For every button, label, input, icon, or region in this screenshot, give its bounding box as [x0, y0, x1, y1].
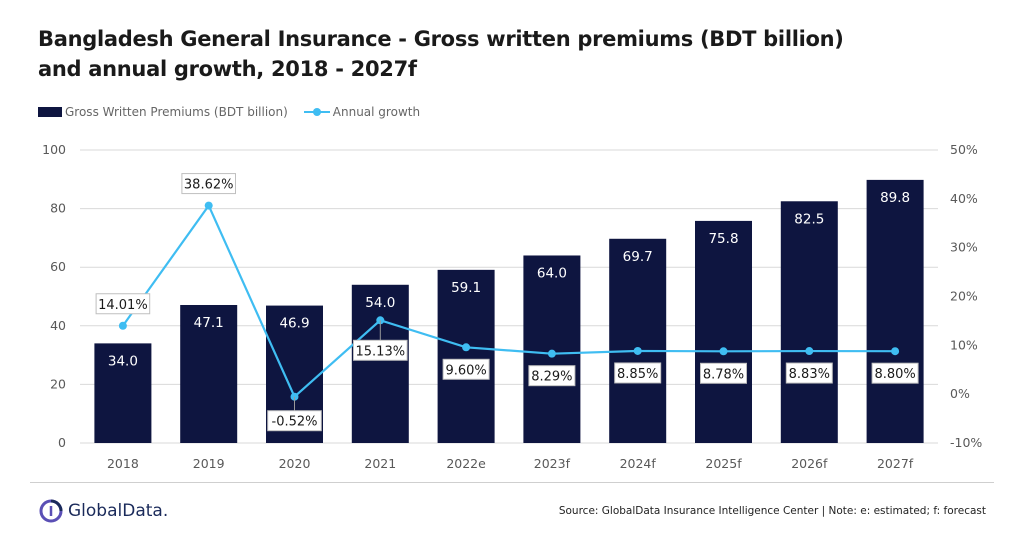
x-tick-label: 2024f [620, 456, 657, 471]
chart-title-line-1: Bangladesh General Insurance - Gross wri… [38, 27, 844, 51]
source-note: Source: GlobalData Insurance Intelligenc… [558, 505, 986, 517]
y-right-tick-label: 10% [950, 337, 978, 352]
growth-data-label: 15.13% [356, 344, 406, 359]
x-tick-label: 2021 [364, 456, 396, 471]
bar-data-label: 75.8 [708, 231, 738, 247]
growth-data-label: 8.80% [874, 367, 915, 382]
bar [780, 201, 838, 443]
growth-data-label: 8.83% [789, 367, 830, 382]
y-left-tick-label: 0 [58, 435, 66, 450]
growth-label-box [700, 362, 747, 384]
bar [180, 304, 238, 443]
growth-label-box [442, 358, 490, 380]
growth-label-box [353, 339, 408, 361]
y-right-tick-label: 50% [950, 142, 978, 157]
bar-data-label: 46.9 [279, 316, 309, 332]
y-left-tick-label: 100 [42, 142, 66, 157]
logo-text: GlobalData. [68, 501, 169, 521]
chart-title-line-2: and annual growth, 2018 - 2027f [38, 57, 417, 81]
bar-data-label: 69.7 [623, 249, 653, 265]
growth-label-box [614, 362, 662, 384]
growth-point [118, 321, 127, 330]
growth-label-box [95, 293, 151, 315]
x-tick-label: 2026f [791, 456, 828, 471]
bar [523, 255, 581, 443]
growth-point [547, 349, 556, 358]
legend-bar-swatch [38, 107, 62, 117]
bar-data-label: 59.1 [451, 280, 481, 296]
x-tick-label: 2020 [279, 456, 311, 471]
footer-divider [30, 482, 994, 483]
bar [609, 238, 667, 443]
globaldata-logo: GlobalData. [38, 498, 168, 524]
x-tick-label: 2022e [446, 456, 486, 471]
growth-data-label: 8.85% [617, 367, 658, 382]
growth-data-label: -0.52% [272, 415, 318, 430]
x-tick-label: 2027f [877, 456, 914, 471]
bar [351, 284, 409, 443]
growth-point [719, 347, 728, 356]
chart-legend: Gross Written Premiums (BDT billion) Ann… [38, 102, 420, 122]
growth-point [204, 201, 213, 210]
bar-data-label: 64.0 [537, 265, 567, 281]
y-right-tick-label: 40% [950, 191, 978, 206]
growth-data-label: 14.01% [98, 298, 148, 313]
bar [695, 220, 752, 443]
bar-data-label: 82.5 [794, 211, 824, 227]
y-left-tick-label: 60 [50, 259, 66, 274]
legend-line-label: Annual growth [332, 105, 421, 119]
y-left-tick-label: 80 [50, 201, 66, 216]
growth-data-label: 38.62% [184, 178, 234, 193]
y-right-tick-label: 20% [950, 289, 978, 304]
growth-data-label: 8.29% [531, 370, 572, 385]
growth-point [633, 346, 642, 355]
x-tick-label: 2025f [705, 456, 742, 471]
globaldata-logo-icon [39, 499, 63, 523]
bar [866, 179, 924, 444]
y-right-tick-label: 0% [950, 386, 970, 401]
bar [437, 269, 495, 443]
bar-data-label: 89.8 [880, 190, 910, 206]
growth-label-box [267, 410, 322, 432]
chart-title: Bangladesh General Insurance - Gross wri… [38, 24, 938, 84]
legend-bar-label: Gross Written Premiums (BDT billion) [65, 105, 288, 119]
y-left-tick-label: 40 [50, 318, 66, 333]
y-left-tick-label: 20 [50, 376, 66, 391]
growth-label-box [181, 173, 236, 195]
growth-data-label: 8.78% [703, 367, 744, 382]
y-right-tick-label: 30% [950, 240, 978, 255]
bar-data-label: 54.0 [365, 295, 395, 311]
bar [94, 343, 152, 443]
legend-line-swatch [303, 107, 330, 117]
x-tick-label: 2019 [193, 456, 225, 471]
growth-label-box [528, 365, 576, 387]
growth-point [462, 343, 471, 352]
x-tick-label: 2023f [534, 456, 571, 471]
growth-point [805, 347, 814, 356]
growth-point [891, 347, 900, 356]
bar-data-label: 47.1 [194, 315, 224, 331]
y-right-tick-label: -10% [950, 435, 982, 450]
bar-data-label: 34.0 [108, 353, 138, 369]
growth-data-label: 9.60% [445, 363, 486, 378]
growth-label-box [785, 362, 833, 384]
growth-line [122, 203, 896, 399]
growth-label-box [871, 362, 919, 384]
x-tick-label: 2018 [107, 456, 139, 471]
